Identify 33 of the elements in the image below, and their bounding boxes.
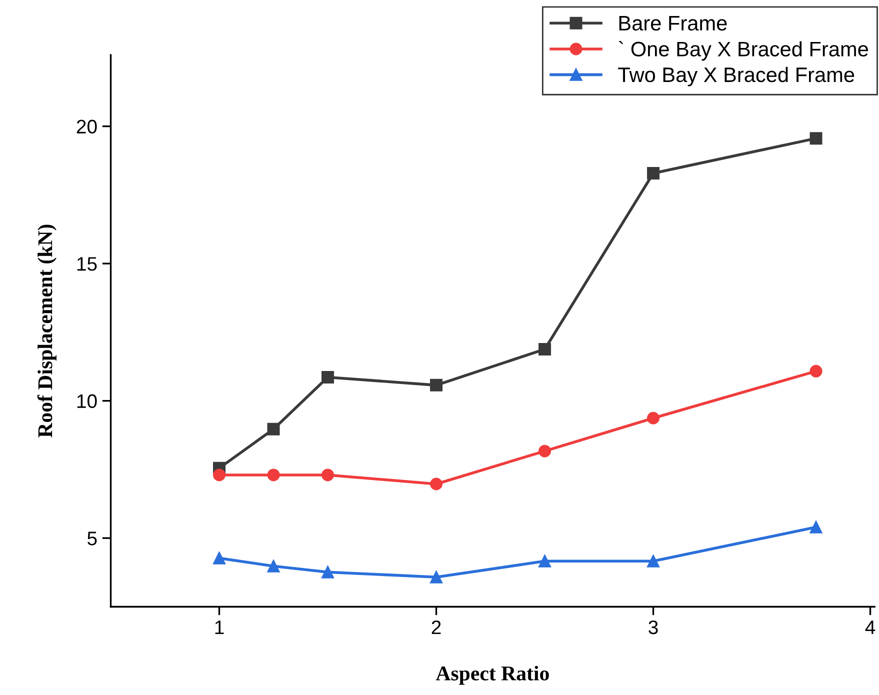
point bbox=[810, 132, 822, 145]
point bbox=[267, 468, 280, 482]
y-tick-label: 20 bbox=[76, 120, 97, 134]
x-tick-label: 1 bbox=[215, 620, 224, 634]
y-axis-title: Roof Displacement (kN) bbox=[37, 224, 56, 438]
point bbox=[647, 412, 660, 424]
point bbox=[430, 378, 443, 392]
x-tick-label: 4 bbox=[865, 620, 876, 634]
point bbox=[213, 468, 226, 482]
point bbox=[647, 554, 660, 568]
point bbox=[430, 570, 443, 584]
x-tick-label: 3 bbox=[648, 620, 658, 634]
x-axis-title: Aspect Ratio bbox=[436, 666, 549, 685]
legend-label: Two Bay X Braced Frame bbox=[618, 66, 854, 86]
point bbox=[213, 552, 226, 564]
point bbox=[430, 478, 443, 490]
point bbox=[322, 370, 334, 384]
y-tick-label: 10 bbox=[77, 394, 97, 408]
legend-label: ` One Bay X Braced Frame bbox=[618, 40, 868, 61]
point bbox=[538, 554, 552, 568]
point bbox=[810, 364, 822, 378]
y-tick-label: 15 bbox=[77, 257, 97, 271]
point bbox=[538, 444, 552, 458]
point bbox=[538, 342, 552, 356]
y-tick-label: 5 bbox=[88, 532, 97, 546]
point bbox=[322, 468, 334, 482]
point bbox=[267, 560, 280, 572]
legend-label: Bare Frame bbox=[619, 16, 727, 31]
point bbox=[267, 422, 280, 436]
point bbox=[810, 520, 822, 534]
x-tick-label: 2 bbox=[432, 620, 441, 634]
point bbox=[647, 166, 660, 180]
point bbox=[322, 566, 334, 578]
